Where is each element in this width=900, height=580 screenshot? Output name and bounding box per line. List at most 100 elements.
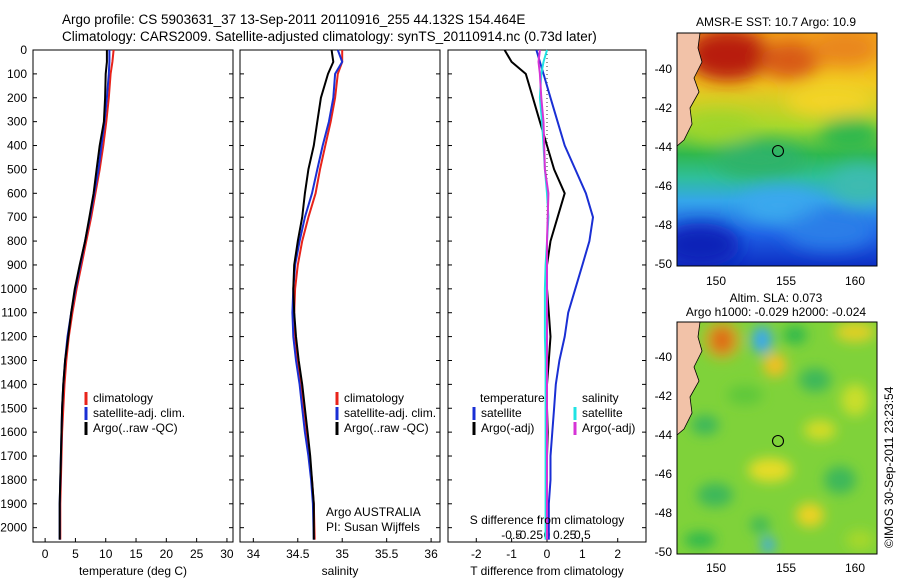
sst-map-frame xyxy=(676,32,878,267)
sst-lat-tick: -50 xyxy=(655,257,673,271)
sla-field xyxy=(677,322,877,554)
tdiff-x-tick-label: 1 xyxy=(579,547,586,561)
temperature-x-tick-label: 10 xyxy=(99,547,113,561)
series-line-salinity-argo-adj- xyxy=(537,49,550,540)
depth-tick-label: 500 xyxy=(7,162,27,176)
diff-legend-t-argo-label: Argo(-adj) xyxy=(481,421,534,435)
sst-lon-tick: 150 xyxy=(706,274,726,288)
depth-axis: 0 100 200 300 400 500 600 700 800 900 1000 1100 1200… xyxy=(0,43,233,535)
sdiff-tick-label: 0.5 xyxy=(574,528,591,542)
legend-climatology-label: climatology xyxy=(93,391,153,405)
depth-tick-label: 0 xyxy=(20,43,27,57)
sla-lon-tick: 150 xyxy=(706,561,726,575)
depth-tick-label: 1500 xyxy=(0,401,27,415)
difference-x-axis: -2 -1 0 1 2-0.5-0.25 0 0.250.5 xyxy=(471,528,621,561)
temperature-legend: climatology satellite-adj. clim. Argo(..… xyxy=(84,391,185,435)
salinity-x-tick-label: 34 xyxy=(247,547,261,561)
difference-axis-ticks xyxy=(448,49,646,529)
temperature-x-tick-label: 5 xyxy=(72,547,79,561)
sdiff-tick-label: -0.25 xyxy=(516,528,544,542)
temperature-xlabel: temperature (deg C) xyxy=(79,564,187,578)
depth-tick-label: 1700 xyxy=(0,449,27,463)
sal-legend-argo-label: Argo(..raw -QC) xyxy=(344,421,429,435)
sst-argo-marker xyxy=(771,144,785,158)
sst-map-panel: AMSR-E SST: 10.7 Argo: 10.9 xyxy=(655,15,878,288)
sdiff-tick-label: -0.5 xyxy=(501,528,522,542)
sst-map-title: AMSR-E SST: 10.7 Argo: 10.9 xyxy=(696,15,856,29)
difference-panel: -2 -1 0 1 2-0.5-0.25 0 0.250.5 T difference fr… xyxy=(447,49,647,578)
sla-lon-tick: 155 xyxy=(776,561,796,575)
depth-tick-label: 900 xyxy=(7,258,27,272)
depth-tick-label: 1800 xyxy=(0,473,27,487)
sla-lat-tick: -50 xyxy=(655,545,673,559)
series-line-salinity-satellite xyxy=(538,49,550,540)
s-difference-label: S difference from climatology xyxy=(470,513,625,527)
sst-lat-tick: -42 xyxy=(655,101,673,115)
salinity-axis-ticks xyxy=(240,49,440,529)
depth-tick-label: 1400 xyxy=(0,377,27,391)
sst-lat-tick: -44 xyxy=(655,140,673,154)
difference-series xyxy=(503,49,594,540)
sst-lat-axis: -40 -42 -44 -46 -48 -50 xyxy=(655,62,673,271)
salinity-x-tick-label: 34.5 xyxy=(286,547,310,561)
sal-legend-climatology-label: climatology xyxy=(344,391,404,405)
depth-tick-label: 700 xyxy=(7,210,27,224)
series-line-argo-raw-qc- xyxy=(58,50,108,540)
series-line-temperature-satellite xyxy=(535,49,594,540)
sst-field xyxy=(677,33,877,266)
salinity-panel: 34 34.5 35 35.5 36 salinity climatology sate… xyxy=(239,49,441,578)
platform-note: Argo AUSTRALIA xyxy=(326,505,421,519)
sst-lat-tick: -40 xyxy=(655,62,673,76)
tdiff-x-tick-label: 2 xyxy=(614,547,621,561)
header-line-1: Argo profile: CS 5903631_37 13-Sep-2011 … xyxy=(62,12,525,27)
diff-legend-s-satellite-label: satellite xyxy=(582,406,623,420)
pi-note: PI: Susan Wijffels xyxy=(326,520,420,534)
legend-argo-label: Argo(..raw -QC) xyxy=(93,421,178,435)
depth-tick-label: 400 xyxy=(7,139,27,153)
depth-tick-label: 2000 xyxy=(0,521,27,535)
difference-legend: temperature satellite Argo(-adj) salinit… xyxy=(472,391,635,435)
sla-lon-axis: 150 155 160 xyxy=(706,561,865,575)
salinity-x-tick-label: 36 xyxy=(424,547,438,561)
salinity-x-tick-label: 35 xyxy=(336,547,350,561)
imos-credit: ©IMOS 30-Sep-2011 23:23:54 xyxy=(882,386,896,548)
tdiff-x-tick-label: -1 xyxy=(506,547,517,561)
salinity-legend: climatology satellite-adj. clim. Argo(..… xyxy=(335,391,436,435)
tdiff-x-tick-label: -2 xyxy=(471,547,482,561)
sla-lat-tick: -42 xyxy=(655,389,673,403)
temperature-panel: 0100200300400500600700800900100011001200… xyxy=(0,43,234,578)
temperature-x-tick-label: 25 xyxy=(190,547,204,561)
tdiff-x-tick-label: 0 xyxy=(544,547,551,561)
sla-lat-tick: -40 xyxy=(655,350,673,364)
sla-map-frame xyxy=(676,321,878,555)
temperature-series xyxy=(58,49,115,540)
depth-tick-label: 1200 xyxy=(0,330,27,344)
sla-lat-tick: -44 xyxy=(655,428,673,442)
sla-lat-axis: -40 -42 -44 -46 -48 -50 xyxy=(655,350,673,559)
sst-lon-axis: 150 155 160 xyxy=(706,274,865,288)
temperature-x-tick-label: 30 xyxy=(220,547,234,561)
depth-tick-label: 1000 xyxy=(0,282,27,296)
temperature-x-tick-label: 15 xyxy=(129,547,143,561)
depth-tick-label: 600 xyxy=(7,186,27,200)
header-line-2: Climatology: CARS2009. Satellite-adjuste… xyxy=(62,29,597,44)
salinity-x-axis: 34 34.5 35 35.5 36 xyxy=(247,538,438,561)
temperature-x-tick-label: 20 xyxy=(160,547,174,561)
depth-tick-label: 100 xyxy=(7,67,27,81)
salinity-axes-frame xyxy=(239,49,441,543)
sla-map-title-1: Altim. SLA: 0.073 xyxy=(730,291,823,305)
sst-lat-tick: -48 xyxy=(655,218,673,232)
sla-lat-tick: -48 xyxy=(655,506,673,520)
diff-legend-s-argo-label: Argo(-adj) xyxy=(582,421,635,435)
sst-lon-tick: 155 xyxy=(776,274,796,288)
depth-tick-label: 800 xyxy=(7,234,27,248)
sla-argo-marker xyxy=(771,434,785,448)
salinity-series xyxy=(291,49,344,540)
depth-tick-label: 1900 xyxy=(0,497,27,511)
sla-lat-tick: -46 xyxy=(655,467,673,481)
sla-map-title-2: Argo h1000: -0.029 h2000: -0.024 xyxy=(686,305,866,319)
legend-satellite-label: satellite-adj. clim. xyxy=(93,406,185,420)
sst-lon-tick: 160 xyxy=(845,274,865,288)
salinity-x-tick-label: 35.5 xyxy=(375,547,399,561)
